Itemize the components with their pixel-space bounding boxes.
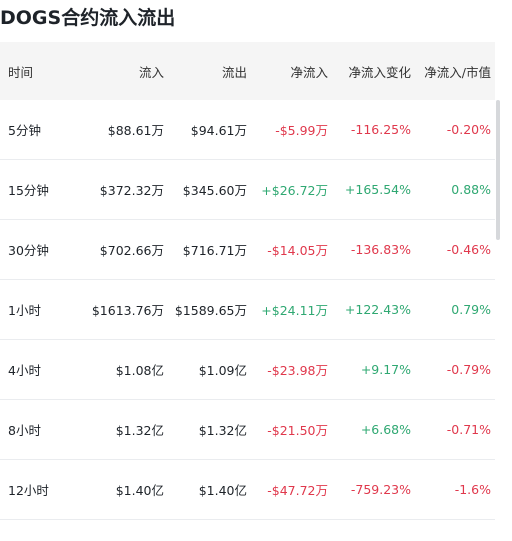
cell: -$47.72万	[251, 459, 332, 520]
table-row: 15分钟 $372.32万 $345.60万 +$26.72万 +165.54% 0.88…	[0, 159, 495, 220]
cell: 30分钟	[0, 219, 80, 280]
cell: -0.46%	[415, 219, 495, 280]
column-header: 净流入/市值	[415, 42, 495, 100]
cell: -116.25%	[332, 100, 415, 160]
cell: $1.40亿	[168, 459, 251, 520]
column-header: 时间	[0, 42, 80, 100]
table-row: 5分钟 $88.61万 $94.61万 -$5.99万 -116.25% -0.20%	[0, 100, 495, 160]
cell: $1.40亿	[80, 459, 168, 520]
cell: -$21.50万	[251, 399, 332, 460]
cell: -$5.99万	[251, 100, 332, 160]
table-row: 8小时 $1.32亿 $1.32亿 -$21.50万 +6.68% -0.71%	[0, 399, 495, 460]
scrollbar[interactable]	[496, 100, 500, 240]
column-header: 净流入变化	[332, 42, 415, 100]
cell: $1589.65万	[168, 279, 251, 340]
cell: +165.54%	[332, 159, 415, 220]
cell: $372.32万	[80, 159, 168, 220]
cell: $345.60万	[168, 159, 251, 220]
cell: 8小时	[0, 399, 80, 460]
title: DOGS合约流入流出	[0, 7, 176, 29]
cell: +9.17%	[332, 339, 415, 400]
cell: 0.88%	[415, 159, 495, 220]
cell: $1.32亿	[168, 399, 251, 460]
cell: $1613.76万	[80, 279, 168, 340]
cell: $88.61万	[80, 100, 168, 160]
cell: +$24.11万	[251, 279, 332, 340]
cell: +6.68%	[332, 399, 415, 460]
column-header: 流入	[80, 42, 168, 100]
column-header: 净流入	[251, 42, 332, 100]
column-header: 流出	[168, 42, 251, 100]
cell: 5分钟	[0, 100, 80, 160]
table-row: 1小时 $1613.76万 $1589.65万 +$24.11万 +122.43% 0.7…	[0, 279, 495, 340]
cell: +$26.72万	[251, 159, 332, 220]
cell: $94.61万	[168, 100, 251, 160]
table-body: 5分钟 $88.61万 $94.61万 -$5.99万 -116.25% -0.20% 15…	[0, 100, 495, 520]
cell: $1.09亿	[168, 339, 251, 400]
cell: $1.32亿	[80, 399, 168, 460]
table-row: 12小时 $1.40亿 $1.40亿 -$47.72万 -759.23% -1.6%	[0, 459, 495, 520]
cell: $702.66万	[80, 219, 168, 280]
cell: 1小时	[0, 279, 80, 340]
cell: -0.20%	[415, 100, 495, 160]
cell: 4小时	[0, 339, 80, 400]
cell: -1.6%	[415, 459, 495, 520]
cell: $716.71万	[168, 219, 251, 280]
cell: -759.23%	[332, 459, 415, 520]
cell: -$14.05万	[251, 219, 332, 280]
cell: -0.71%	[415, 399, 495, 460]
cell: $1.08亿	[80, 339, 168, 400]
header-row: 时间 流入 流出 净流入 净流入变化 净流入/市值	[0, 42, 495, 100]
cell: 0.79%	[415, 279, 495, 340]
cell: -$23.98万	[251, 339, 332, 400]
cell: -0.79%	[415, 339, 495, 400]
cell: 12小时	[0, 459, 80, 520]
cell: 15分钟	[0, 159, 80, 220]
cell: -136.83%	[332, 219, 415, 280]
table-row: 30分钟 $702.66万 $716.71万 -$14.05万 -136.83% -0.4…	[0, 219, 495, 280]
table-row: 4小时 $1.08亿 $1.09亿 -$23.98万 +9.17% -0.79%	[0, 339, 495, 400]
cell: +122.43%	[332, 279, 415, 340]
flow-table: 时间 流入 流出 净流入 净流入变化 净流入/市值 5分钟 $88.61万 $94.61万 -$…	[0, 42, 495, 520]
